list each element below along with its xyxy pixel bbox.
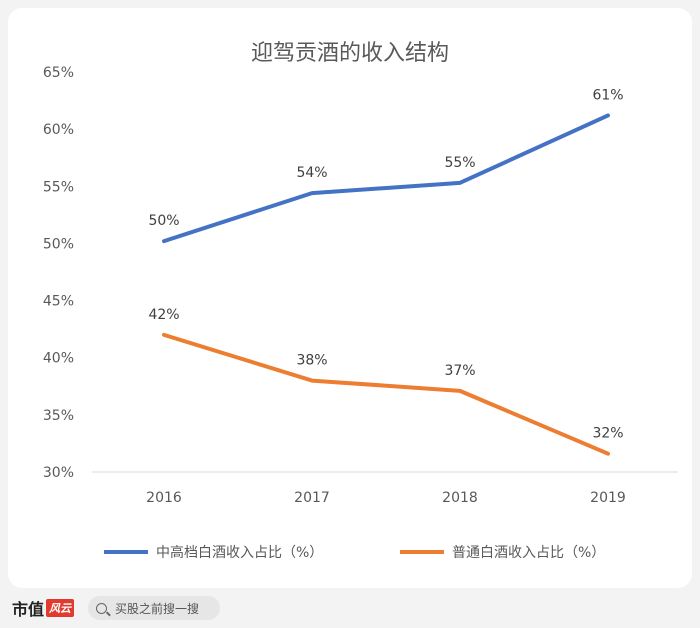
y-tick-label: 50% [43,236,74,252]
data-point [606,113,610,117]
data-label: 50% [148,213,179,229]
x-tick-label: 2018 [442,490,478,506]
y-tick-label: 65% [43,65,74,81]
data-label: 61% [592,87,623,103]
x-tick-label: 2017 [294,490,330,506]
data-point [458,181,462,185]
search-box[interactable]: 买股之前搜一搜 [88,596,221,620]
search-placeholder: 买股之前搜一搜 [115,601,200,616]
data-label: 55% [444,155,475,171]
line-chart: 迎驾贡酒的收入结构 30% 35% 40% 45% 50% 55% 60% 65% 2016 20… [43,41,678,561]
legend: 中高档白酒收入占比（%） 普通白酒收入占比（%） [104,544,605,561]
data-point [606,452,610,456]
search-icon [96,602,108,614]
y-tick-label: 30% [43,465,74,481]
data-label: 32% [592,426,623,442]
data-point [162,333,166,337]
brand-logo: 市值 风云 [12,596,75,620]
data-point [310,379,314,383]
x-tick-label: 2019 [590,490,626,506]
data-label: 38% [296,353,327,369]
y-tick-label: 45% [43,294,74,310]
chart-title: 迎驾贡酒的收入结构 [251,41,449,66]
axis-layer: 30% 35% 40% 45% 50% 55% 60% 65% 2016 2017 2018 2019 [43,65,678,506]
series-layer: 50% 54% 55% 61% 42% 38% 37% 32% [148,87,624,456]
series-line-1 [162,113,610,244]
y-tick-label: 55% [43,179,74,195]
x-tick-label: 2016 [146,490,182,506]
footer-bar: 市值 风云 买股之前搜一搜 [0,588,700,628]
y-tick-label: 35% [43,408,74,424]
data-point [458,389,462,393]
y-tick-label: 40% [43,351,74,367]
chart-card: 迎驾贡酒的收入结构 30% 35% 40% 45% 50% 55% 60% 65% 2016 20… [8,8,692,588]
data-point [310,191,314,195]
y-tick-label: 60% [43,122,74,138]
brand-seal: 风云 [46,599,75,617]
series-line-2 [162,332,610,456]
data-label: 42% [148,307,179,323]
data-label: 37% [444,363,475,379]
legend-label: 中高档白酒收入占比（%） [156,544,323,561]
data-point [162,239,166,243]
legend-label: 普通白酒收入占比（%） [452,545,605,561]
brand-name: 市值 [12,600,45,619]
data-label: 54% [296,165,327,181]
